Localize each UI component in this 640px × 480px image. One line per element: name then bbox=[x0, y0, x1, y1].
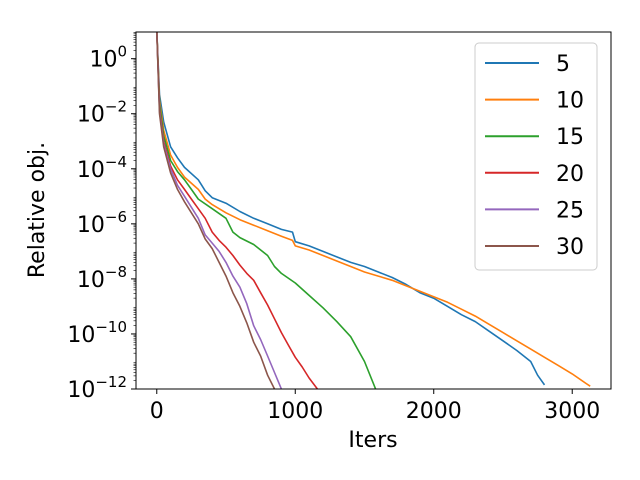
legend-label-25: 25 bbox=[556, 198, 584, 223]
x-tick-label: 3000 bbox=[544, 399, 600, 424]
x-tick-label: 2000 bbox=[406, 399, 462, 424]
legend: 5 10 15 20 25 30 bbox=[474, 42, 598, 271]
x-axis: 0 1000 2000 3000 bbox=[150, 389, 600, 424]
y-axis-label: Relative obj. bbox=[25, 142, 50, 278]
series-line-30 bbox=[156, 32, 276, 389]
series-line-10 bbox=[156, 32, 591, 387]
series-layer bbox=[156, 32, 591, 389]
legend-label-10: 10 bbox=[556, 89, 584, 114]
y-tick-label: 10−8 bbox=[77, 263, 127, 293]
y-tick-label: 10−4 bbox=[77, 153, 127, 183]
y-tick-label: 10−10 bbox=[67, 318, 127, 348]
x-axis-label: Iters bbox=[348, 428, 397, 453]
y-tick-label: 10−2 bbox=[77, 98, 127, 128]
legend-label-15: 15 bbox=[556, 125, 584, 150]
legend-label-30: 30 bbox=[556, 235, 584, 260]
y-axis: 100 10−2 10−4 10−6 10−8 10−10 10−12 bbox=[67, 32, 136, 403]
series-line-20 bbox=[156, 32, 319, 389]
x-tick-label: 0 bbox=[150, 399, 164, 424]
legend-label-5: 5 bbox=[556, 52, 570, 77]
legend-label-20: 20 bbox=[556, 162, 584, 187]
x-tick-label: 1000 bbox=[267, 399, 323, 424]
series-line-25 bbox=[156, 32, 283, 389]
y-tick-label: 100 bbox=[89, 43, 127, 73]
series-line-5 bbox=[156, 32, 546, 386]
y-tick-label: 10−6 bbox=[77, 208, 127, 238]
series-line-15 bbox=[156, 32, 377, 389]
y-tick-label: 10−12 bbox=[67, 373, 127, 403]
